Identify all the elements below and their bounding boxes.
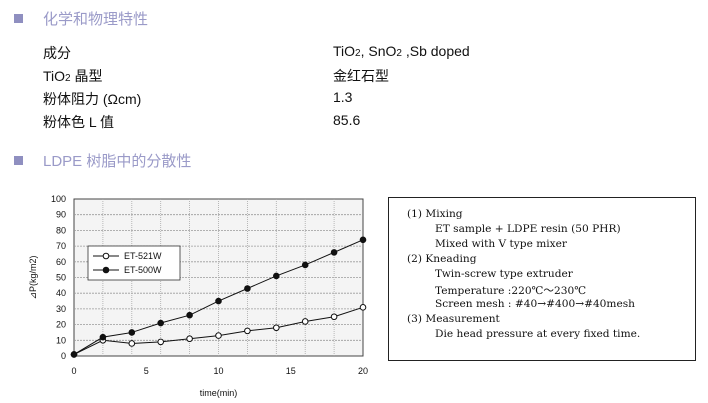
x-tick-label: 5: [144, 366, 149, 376]
legend-marker: [102, 252, 110, 260]
legend-label: ET-521W: [124, 251, 162, 261]
data-point: [301, 318, 309, 325]
notes-line: (2) Kneading: [407, 253, 477, 265]
data-point: [70, 351, 78, 358]
section-title-text: LDPE 树脂中的分散性: [43, 153, 192, 170]
y-tick-label: 70: [56, 241, 66, 251]
property-value: TiO2, SnO2 ,Sb doped: [333, 43, 470, 59]
y-tick-label: 60: [56, 257, 66, 267]
data-point: [244, 285, 251, 292]
data-point: [359, 236, 367, 244]
x-tick-label: 15: [286, 366, 296, 376]
y-axis-label: ⊿P(kg/m2): [28, 255, 38, 299]
property-value: 85.6: [333, 112, 361, 128]
y-tick-label: 100: [51, 194, 66, 204]
section-title-properties: 化学和物理特性: [14, 8, 148, 29]
chart-grid: [73, 198, 364, 357]
y-tick-label: 50: [56, 273, 66, 283]
chart-series: [70, 236, 367, 358]
y-tick-label: 40: [56, 288, 66, 298]
property-value: 金红石型: [333, 68, 389, 84]
property-key: 粉体阻力 (Ωcm): [43, 91, 142, 107]
data-point: [99, 333, 107, 341]
square-bullet-icon: [14, 156, 23, 165]
section-title-text: 化学和物理特性: [43, 11, 149, 28]
square-bullet-icon: [14, 14, 23, 23]
legend-marker: [102, 266, 110, 274]
chart-legend: ET-521W ET-500W: [87, 245, 181, 281]
data-point: [186, 311, 193, 319]
section-title-dispersion: LDPE 树脂中的分散性: [14, 150, 191, 171]
notes-line: Temperature :220℃～230℃: [435, 285, 587, 297]
data-point: [128, 329, 136, 336]
notes-line: Screen mesh : #40→#400→#40mesh: [435, 298, 635, 310]
data-point: [215, 297, 222, 305]
notes-line: Twin-screw type extruder: [435, 268, 573, 280]
notes-line: (1) Mixing: [407, 208, 463, 220]
property-value: 1.3: [333, 89, 353, 105]
data-point: [128, 340, 136, 347]
chart-axes: 0 10 20 30 40 50 60 70 80 90 100 0 5 10 15 20: [51, 194, 368, 376]
test-conditions-box: (1) Mixing ET sample + LDPE resin (50 PH…: [388, 197, 696, 361]
y-tick-label: 20: [56, 320, 66, 330]
x-tick-label: 20: [358, 366, 368, 376]
data-point: [273, 324, 280, 332]
legend-box: [87, 245, 181, 281]
property-key: 粉体色 L 值: [43, 114, 115, 130]
data-point: [186, 335, 193, 343]
data-point: [215, 332, 222, 339]
y-tick-label: 10: [56, 335, 66, 345]
y-tick-label: 90: [56, 210, 66, 220]
property-key: TiO2 晶型: [43, 68, 103, 84]
property-key: 成分: [43, 45, 71, 61]
data-point: [330, 249, 338, 256]
data-point: [330, 313, 338, 321]
data-point: [244, 327, 251, 335]
y-tick-label: 80: [56, 225, 66, 235]
notes-line: Mixed with V type mixer: [435, 238, 567, 250]
notes-line: (3) Measurement: [407, 313, 500, 325]
x-tick-label: 10: [213, 366, 223, 376]
legend-label: ET-500W: [124, 265, 162, 275]
notes-line: Die head pressure at every fixed time.: [435, 328, 641, 340]
data-point: [157, 319, 164, 327]
data-point: [273, 272, 280, 280]
x-tick-label: 0: [71, 366, 76, 376]
data-point: [359, 304, 367, 311]
data-point: [157, 338, 164, 346]
notes-line: ET sample + LDPE resin (50 PHR): [435, 223, 621, 235]
x-axis-label: time(min): [200, 388, 238, 398]
data-point: [301, 261, 309, 269]
y-tick-label: 0: [61, 351, 66, 361]
y-tick-label: 30: [56, 304, 66, 314]
